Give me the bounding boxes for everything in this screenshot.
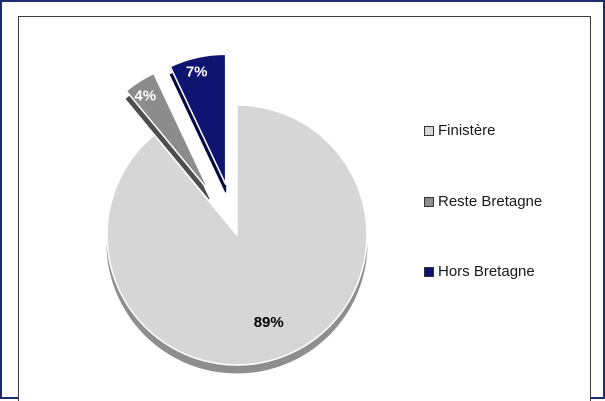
legend-swatch-hors-bretagne xyxy=(424,266,434,277)
pie-label-finistere: 89% xyxy=(254,314,284,331)
legend-swatch-reste-bretagne xyxy=(424,196,434,207)
legend-swatch-finistere xyxy=(424,125,434,136)
legend-item-finistere: Finistère xyxy=(424,122,496,139)
legend-label-reste-bretagne: Reste Bretagne xyxy=(438,193,543,210)
pie-slice-finistere xyxy=(106,104,368,366)
legend-label-hors-bretagne: Hors Bretagne xyxy=(438,263,535,280)
legend-label-finistere: Finistère xyxy=(438,122,496,139)
pie-label-hors-bretagne: 7% xyxy=(186,64,208,81)
pie-label-reste-bretagne: 4% xyxy=(134,88,156,105)
legend-item-reste-bretagne: Reste Bretagne xyxy=(424,193,542,210)
pie-slice-hors-bretagne xyxy=(169,53,227,186)
legend: Finistère Reste Bretagne Hors Bretagne xyxy=(424,122,594,292)
pie-slice-reste-bretagne xyxy=(125,72,210,192)
legend-item-hors-bretagne: Hors Bretagne xyxy=(424,263,535,280)
